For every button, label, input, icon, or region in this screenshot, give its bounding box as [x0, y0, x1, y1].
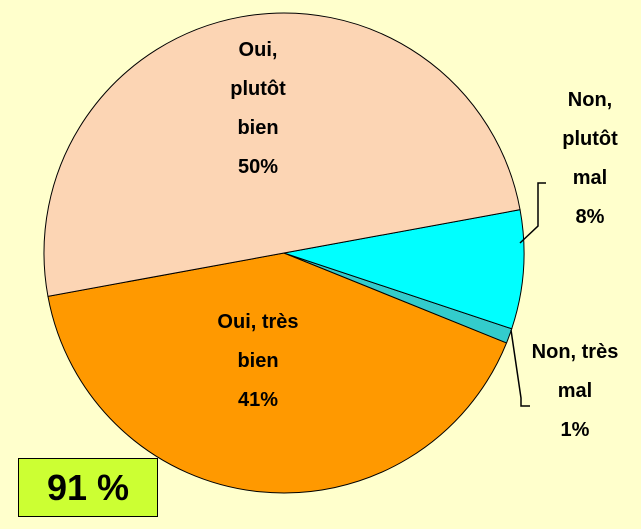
value-label: 8%	[575, 206, 605, 228]
value-label: 50%	[237, 156, 279, 178]
slice-label: Oui, très bien 41%	[213, 303, 303, 420]
value-label: 41%	[237, 389, 279, 411]
pie-slice	[283, 209, 525, 330]
slice-label: Oui, plutôt bien 50%	[213, 31, 303, 187]
pie-slice	[43, 12, 521, 297]
category-label: Oui, plutôt bien	[230, 39, 286, 139]
leader-line	[519, 182, 546, 244]
category-label: Non, plutôt mal	[562, 89, 618, 189]
category-label: Non, très mal	[531, 341, 619, 402]
leader-line	[510, 329, 530, 407]
slice-label: Non, plutôt mal 8%	[545, 81, 635, 237]
annotation-box: 91 %	[18, 458, 158, 517]
slice-label: Non, très mal 1%	[530, 333, 620, 450]
pie-slice	[47, 252, 508, 494]
category-label: Oui, très bien	[217, 311, 299, 372]
value-label: 1%	[560, 419, 590, 441]
